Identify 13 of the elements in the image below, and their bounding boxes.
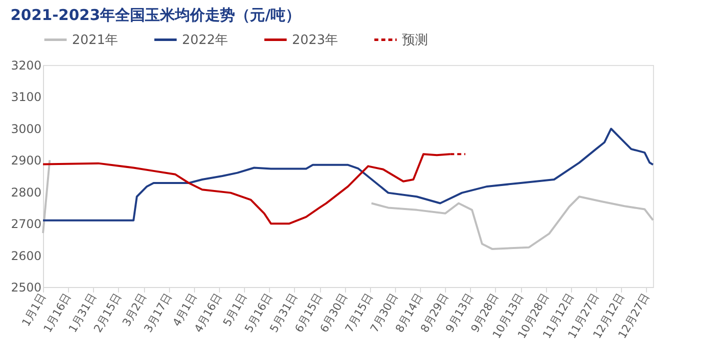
y-tick-label: 3100: [10, 90, 42, 104]
legend-label: 2023年: [292, 32, 338, 48]
chart-title: 2021-2023年全国玉米均价走势（元/吨）: [10, 6, 301, 24]
y-tick-label: 2500: [10, 280, 42, 294]
y-tick-label: 2700: [10, 217, 42, 232]
legend-label: 预测: [402, 32, 428, 48]
legend-label: 2021年: [72, 32, 118, 48]
y-tick-label: 2800: [10, 185, 42, 200]
y-tick-label: 2900: [10, 154, 42, 168]
legend-label: 2022年: [182, 32, 228, 48]
y-tick-label: 3200: [10, 58, 42, 72]
y-tick-label: 2600: [10, 248, 42, 263]
y-tick-label: 3000: [10, 122, 42, 136]
